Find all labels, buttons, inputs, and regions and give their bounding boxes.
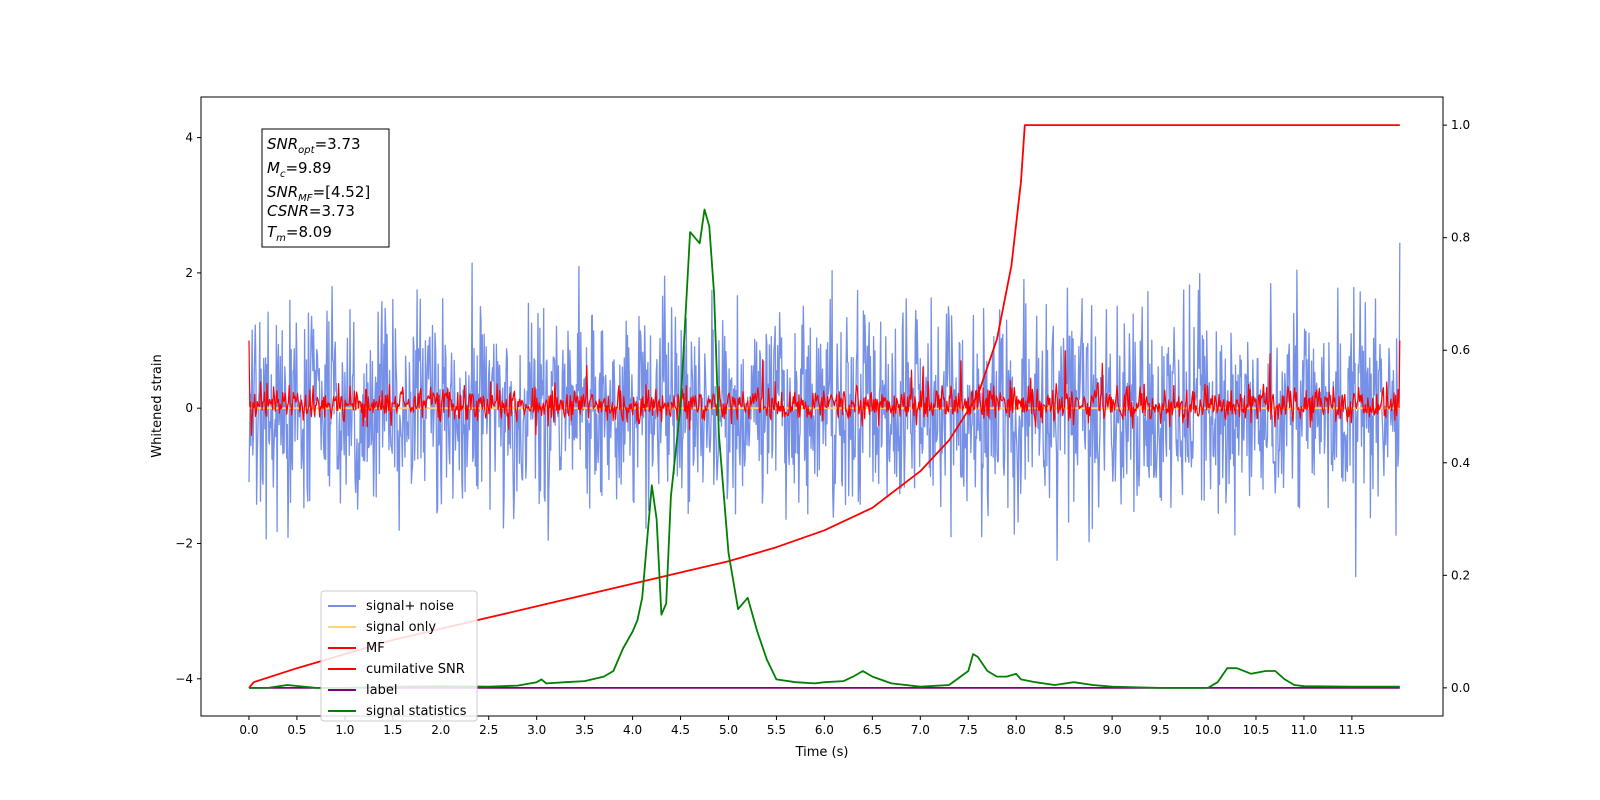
x-tick-label: 3.0 — [527, 723, 546, 737]
y-right-tick-label: 0.8 — [1451, 231, 1470, 245]
legend-label: MF — [366, 641, 385, 656]
y-right-tick-label: 0.0 — [1451, 681, 1470, 695]
x-tick-label: 0.5 — [287, 723, 306, 737]
info-tm: Tm=8.09 — [267, 223, 332, 244]
y-left-tick-label: −4 — [175, 672, 193, 686]
x-tick-label: 3.5 — [575, 723, 594, 737]
series-signal-statistics — [249, 208, 1400, 689]
legend-label: cumilative SNR — [366, 662, 465, 677]
x-tick-label: 1.0 — [335, 723, 354, 737]
legend-label: signal only — [366, 620, 436, 635]
x-tick-label: 2.0 — [431, 723, 450, 737]
info-snr-mf: SNRMF=[4.52] — [267, 183, 370, 204]
info-csnr: CSNR=3.73 — [267, 202, 355, 220]
y-left-tick-label: 4 — [185, 131, 193, 145]
series-mf — [248, 340, 1401, 436]
legend-label: signal statistics — [366, 704, 467, 719]
info-mc: Mc=9.89 — [267, 159, 331, 180]
x-tick-label: 9.0 — [1103, 723, 1122, 737]
x-tick-label: 4.5 — [671, 723, 690, 737]
x-tick-label: 10.0 — [1195, 723, 1222, 737]
y-right-tick-label: 0.4 — [1451, 456, 1470, 470]
y-right-tick-label: 1.0 — [1451, 118, 1470, 132]
y-axis-label: Whitened strain — [150, 354, 165, 457]
x-tick-label: 7.0 — [911, 723, 930, 737]
x-axis-label: Time (s) — [795, 745, 849, 760]
y-left-tick-label: −2 — [175, 536, 193, 550]
x-tick-label: 8.5 — [1055, 723, 1074, 737]
x-tick-label: 5.5 — [767, 723, 786, 737]
x-tick-label: 11.0 — [1291, 723, 1318, 737]
legend-label: signal+ noise — [366, 599, 454, 614]
legend: signal+ noise signal only MF cumilative SNR… — [320, 590, 478, 722]
info-box: SNRopt=3.73 Mc=9.89 SNRMF=[4.52] CSNR=3.… — [261, 128, 390, 248]
y-right-tick-label: 0.6 — [1451, 343, 1470, 357]
x-tick-label: 9.5 — [1151, 723, 1170, 737]
info-snr-opt: SNRopt=3.73 — [267, 135, 361, 156]
y-left-tick-label: 0 — [185, 401, 193, 415]
x-tick-label: 0.0 — [239, 723, 258, 737]
x-tick-label: 10.5 — [1243, 723, 1270, 737]
x-tick-label: 6.5 — [863, 723, 882, 737]
x-tick-label: 8.0 — [1007, 723, 1026, 737]
y-right-tick-label: 0.2 — [1451, 568, 1470, 582]
y-axis-right: 1.0 0.8 0.6 0.4 0.2 0.0 — [1443, 118, 1470, 695]
x-tick-label: 11.5 — [1339, 723, 1366, 737]
x-tick-label: 1.5 — [383, 723, 402, 737]
y-left-tick-label: 2 — [185, 266, 193, 280]
x-tick-label: 6.0 — [815, 723, 834, 737]
x-tick-label: 7.5 — [959, 723, 978, 737]
x-tick-label: 2.5 — [479, 723, 498, 737]
legend-label: label — [366, 683, 397, 698]
y-axis-left: 4 2 0 −2 −4 — [175, 131, 201, 686]
x-tick-label: 4.0 — [623, 723, 642, 737]
x-tick-label: 5.0 — [719, 723, 738, 737]
x-axis: 0.0 0.5 1.0 1.5 2.0 2.5 3.0 3.5 4.0 4.5 5.0 5.5 6.0 6… — [239, 716, 1365, 737]
plot-frame — [200, 96, 1444, 717]
